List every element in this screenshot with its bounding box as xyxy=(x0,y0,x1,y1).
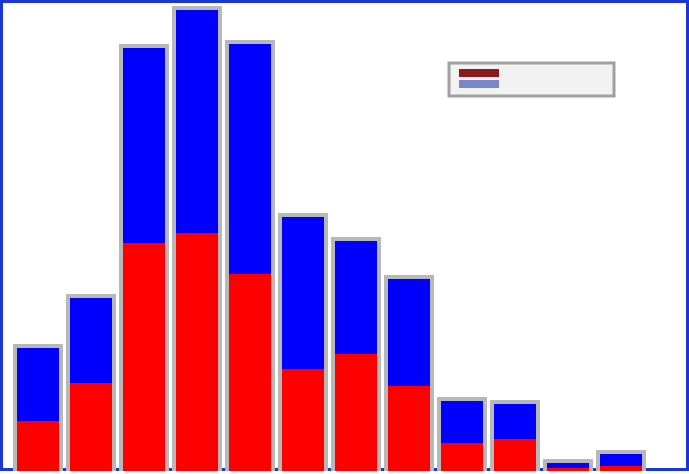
bar-segment-red xyxy=(441,443,483,471)
bar-segment-blue xyxy=(176,10,218,233)
bar-segment-blue xyxy=(282,217,324,369)
bar-segment-blue xyxy=(388,279,430,386)
bar-segment-red xyxy=(494,439,536,471)
bar-segment-blue xyxy=(441,401,483,443)
legend-swatch-blue xyxy=(459,80,499,88)
bar-segment-red xyxy=(388,386,430,471)
legend-swatch-red xyxy=(459,69,499,77)
bar-segment-blue xyxy=(70,298,112,383)
legend-box xyxy=(447,61,616,98)
bar-segment-red xyxy=(600,466,642,471)
bar-segment-red xyxy=(282,369,324,471)
stacked-bar-chart xyxy=(13,6,646,471)
bar-segment-red xyxy=(229,274,271,471)
bar-segment-blue xyxy=(600,454,642,466)
bar-segment-blue xyxy=(494,404,536,439)
bar-segment-blue xyxy=(335,241,377,354)
bar-segment-red xyxy=(123,243,165,471)
bar-segment-red xyxy=(70,383,112,471)
bar-segment-red xyxy=(547,468,589,471)
bar-segment-blue xyxy=(123,48,165,243)
legend xyxy=(447,61,616,98)
bar-segment-blue xyxy=(547,463,589,468)
bars-group xyxy=(13,6,646,471)
bar-segment-red xyxy=(17,421,59,471)
bar-segment-blue xyxy=(229,44,271,274)
bar-segment-red xyxy=(335,354,377,471)
bar-segment-red xyxy=(176,233,218,471)
bar-segment-blue xyxy=(17,348,59,421)
